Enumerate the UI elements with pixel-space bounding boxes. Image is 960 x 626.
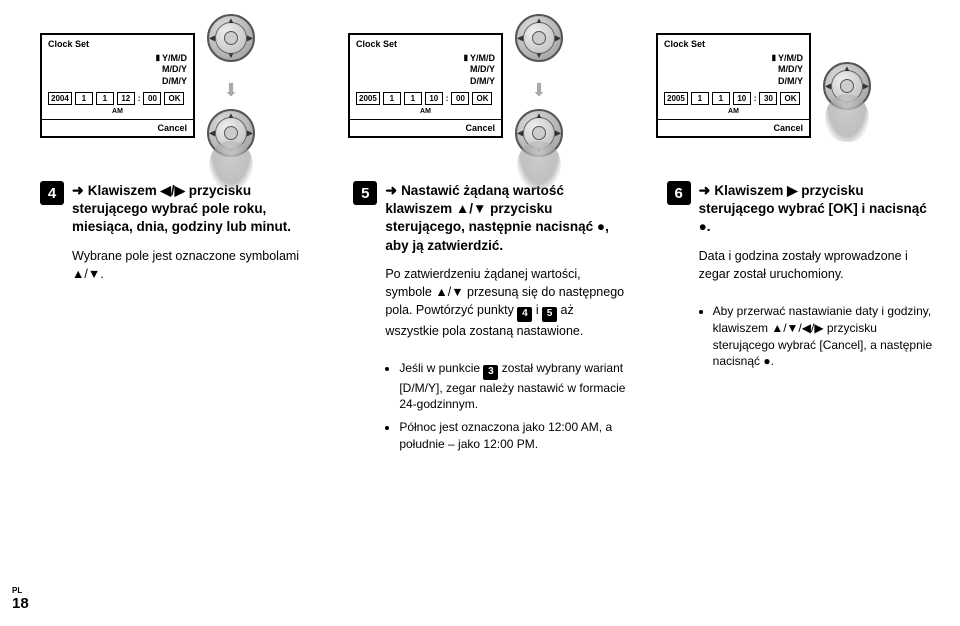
year-field: 2005 xyxy=(356,92,380,105)
dpad-icon: ▲▼ ◀▶ xyxy=(203,105,259,161)
format-dmy: D/M/Y xyxy=(664,76,803,87)
dpad-icon: ▲▼ ◀▶ xyxy=(819,58,875,114)
step-number-6: 6 xyxy=(667,181,691,205)
step6-body: Data i godzina zostały wprowadzone i zeg… xyxy=(699,247,940,283)
month-field: 1 xyxy=(75,92,93,105)
step5-note2: Północ jest oznaczona jako 12:00 AM, a p… xyxy=(399,419,626,453)
dpad-icon: ▲▼ ◀▶ xyxy=(203,10,259,66)
format-mdy: M/D/Y xyxy=(356,64,495,75)
minute-field: 00 xyxy=(451,92,469,105)
format-ymd: Y/M/D xyxy=(48,53,187,64)
month-field: 1 xyxy=(383,92,401,105)
hour-field: 12 xyxy=(117,92,135,105)
step5-body: Po zatwierdzeniu żądanej wartości, symbo… xyxy=(385,265,626,340)
step5-lead: ➜Nastawić żądaną wartość klawiszem ▲/▼ p… xyxy=(385,181,626,255)
year-field: 2004 xyxy=(48,92,72,105)
step6-note1: Aby przerwać nastawianie daty i godziny,… xyxy=(713,303,940,370)
year-field: 2005 xyxy=(664,92,688,105)
day-field: 1 xyxy=(404,92,422,105)
cancel-button: Cancel xyxy=(350,119,501,136)
format-ymd: Y/M/D xyxy=(356,53,495,64)
cancel-button: Cancel xyxy=(658,119,809,136)
step6-lead: ➜Klawiszem ▶ przycisku sterującego wybra… xyxy=(699,181,940,237)
hour-field: 10 xyxy=(733,92,751,105)
clock-set-panel: Clock Set Y/M/D M/D/Y D/M/Y 2004 1 1 12:… xyxy=(40,10,324,161)
ok-button: OK xyxy=(472,92,492,105)
screen-title: Clock Set xyxy=(658,35,809,51)
dpad-icon: ▲▼ ◀▶ xyxy=(511,105,567,161)
hour-field: 10 xyxy=(425,92,443,105)
step-number-5: 5 xyxy=(353,181,377,205)
ok-button: OK xyxy=(164,92,184,105)
cancel-button: Cancel xyxy=(42,119,193,136)
format-dmy: D/M/Y xyxy=(48,76,187,87)
day-field: 1 xyxy=(96,92,114,105)
format-mdy: M/D/Y xyxy=(664,64,803,75)
ok-button: OK xyxy=(780,92,800,105)
arrow-down-icon: ⬇ xyxy=(223,80,238,101)
month-field: 1 xyxy=(691,92,709,105)
step-number-4: 4 xyxy=(40,181,64,205)
am-pm: AM xyxy=(658,108,809,119)
minute-field: 00 xyxy=(143,92,161,105)
step4-sub: Wybrane pole jest oznaczone symbolami ▲/… xyxy=(72,247,313,283)
dpad-icon: ▲▼ ◀▶ xyxy=(511,10,567,66)
am-pm: AM xyxy=(42,108,193,119)
arrow-down-icon: ⬇ xyxy=(531,80,546,101)
minute-field: 30 xyxy=(759,92,777,105)
step4-lead: ➜Klawiszem ◀/▶ przycisku sterującego wyb… xyxy=(72,181,313,237)
screen-title: Clock Set xyxy=(42,35,193,51)
clock-set-panel: Clock Set Y/M/D M/D/Y D/M/Y 2005 1 1 10:… xyxy=(656,10,940,161)
format-dmy: D/M/Y xyxy=(356,76,495,87)
am-pm: AM xyxy=(350,108,501,119)
clock-set-panel: Clock Set Y/M/D M/D/Y D/M/Y 2005 1 1 10:… xyxy=(348,10,632,161)
day-field: 1 xyxy=(712,92,730,105)
format-ymd: Y/M/D xyxy=(664,53,803,64)
step5-note1: Jeśli w punkcie 3 został wybrany wariant… xyxy=(399,360,626,413)
screen-title: Clock Set xyxy=(350,35,501,51)
format-mdy: M/D/Y xyxy=(48,64,187,75)
page-footer: PL 18 xyxy=(12,586,29,612)
